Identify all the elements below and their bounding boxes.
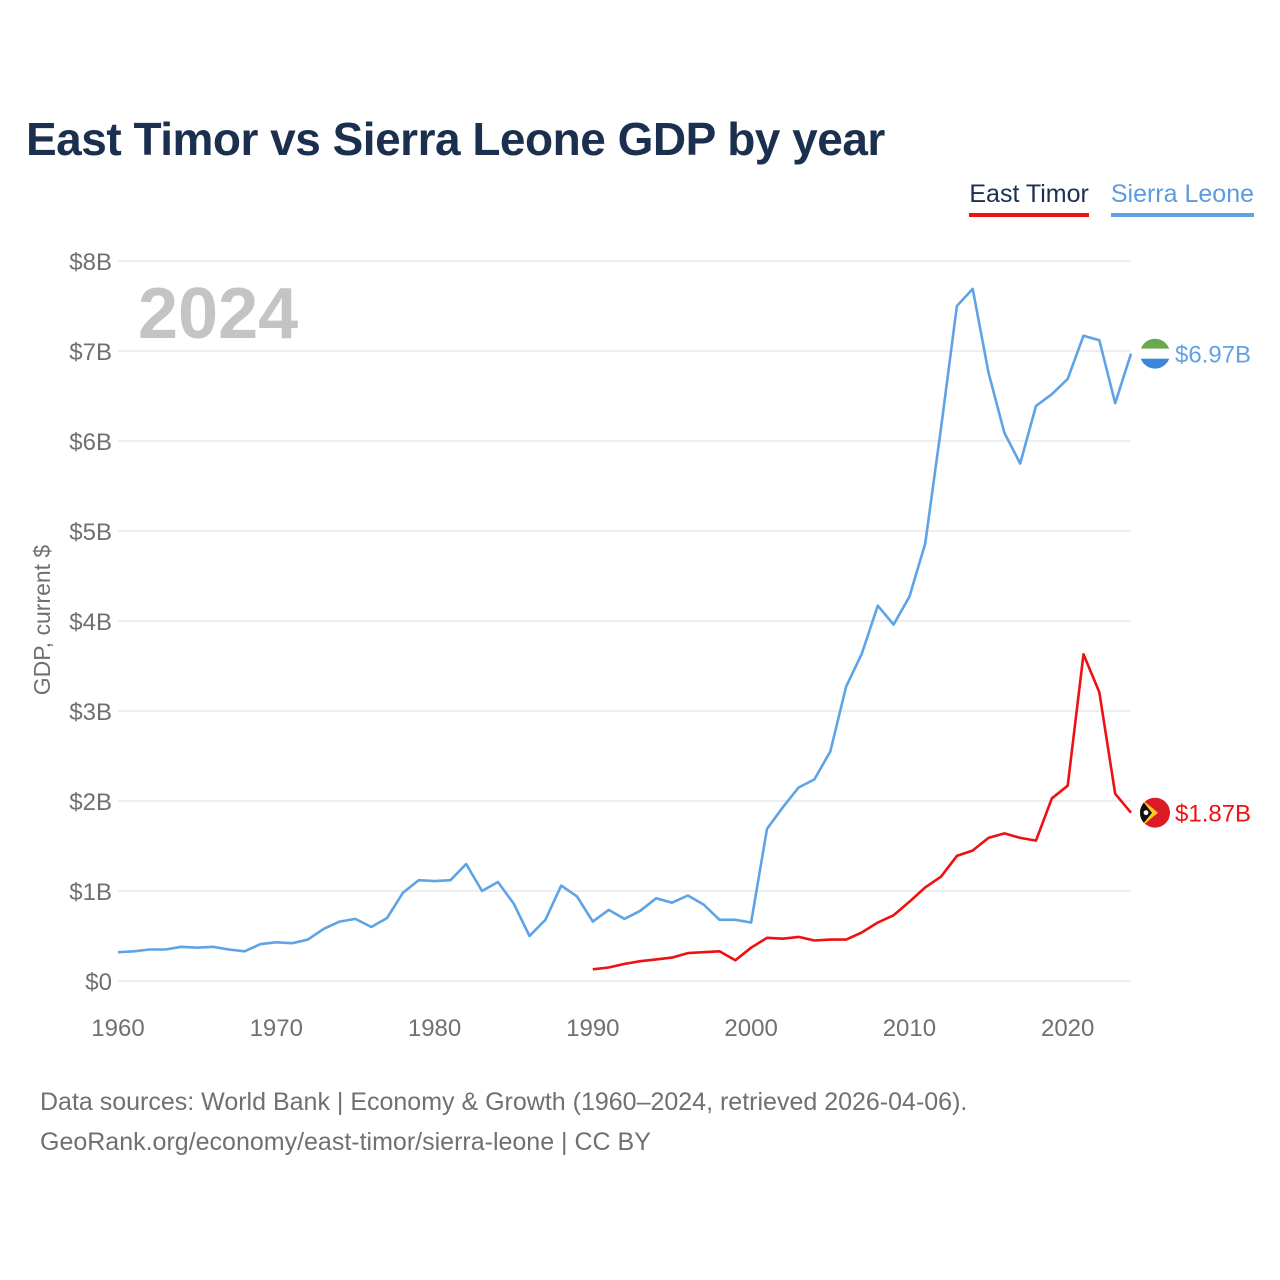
series-line-east-timor[interactable]: [592, 652, 1132, 971]
data-source-text: Data sources: World Bank | Economy & Gro…: [40, 1088, 968, 1116]
x-tick-label: 2020: [1041, 1015, 1094, 1042]
x-tick-label: 1990: [566, 1015, 619, 1042]
x-tick-label: 2010: [883, 1015, 936, 1042]
x-tick-label: 2000: [724, 1015, 777, 1042]
y-tick-label: $3B: [69, 699, 112, 726]
y-tick-label: $8B: [69, 249, 112, 276]
east-timor-flag-icon: [1140, 797, 1170, 828]
end-value-label: $1.87B: [1175, 801, 1251, 828]
y-tick-label: $4B: [69, 609, 112, 636]
y-tick-label: $0: [85, 969, 112, 996]
year-watermark: 2024: [138, 274, 298, 354]
legend-sierra-leone[interactable]: Sierra Leone: [1110, 180, 1254, 217]
y-tick-label: $5B: [69, 519, 112, 546]
legend: East Timor Sierra Leone: [969, 180, 1254, 217]
legend-east-timor[interactable]: East Timor: [969, 180, 1089, 217]
end-value-label: $6.97B: [1175, 342, 1251, 369]
y-axis-label: GDP, current $: [29, 545, 55, 696]
chart-title: East Timor vs Sierra Leone GDP by year: [26, 113, 885, 165]
y-tick-label: $1B: [69, 879, 112, 906]
x-tick-label: 1980: [408, 1015, 461, 1042]
footer: Data sources: World Bank | Economy & Gro…: [40, 1082, 967, 1162]
sierra-leone-flag-icon: [1140, 338, 1170, 369]
attribution-text: GeoRank.org/economy/east-timor/sierra-le…: [40, 1128, 651, 1156]
y-tick-label: $7B: [69, 339, 112, 366]
y-tick-label: $2B: [69, 789, 112, 816]
x-tick-label: 1970: [250, 1015, 303, 1042]
y-tick-label: $6B: [69, 429, 112, 456]
series-line-sierra-leone[interactable]: [117, 287, 1133, 954]
gdp-line-chart: 2024 GDP, current $ $0 $1B $2B $3B $4B $5B $6B…: [29, 249, 1251, 1042]
x-tick-label: 1960: [91, 1015, 144, 1042]
